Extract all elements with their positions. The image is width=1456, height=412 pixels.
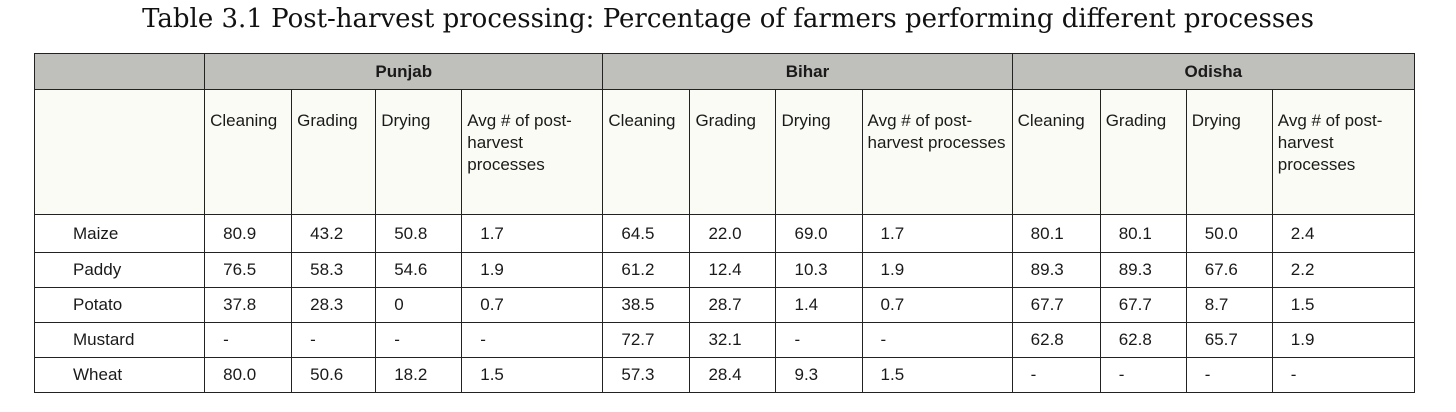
value-cell: 2.4 <box>1271 214 1416 253</box>
value-cell: 9.3 <box>775 357 863 393</box>
value-cell: - <box>1011 357 1101 393</box>
value-cell: - <box>291 322 377 358</box>
subheader-grading: Grading <box>689 89 777 215</box>
value-cell: 67.7 <box>1011 287 1101 323</box>
value-cell: 1.9 <box>461 252 604 288</box>
value-cell: 1.4 <box>775 287 863 323</box>
value-cell: 72.7 <box>602 322 691 358</box>
crop-label: Paddy <box>33 252 206 288</box>
value-cell: 50.0 <box>1185 214 1273 253</box>
value-cell: 28.3 <box>291 287 377 323</box>
subheader-grading: Grading <box>1099 89 1187 215</box>
value-cell: 80.1 <box>1011 214 1101 253</box>
value-cell: 12.4 <box>689 252 777 288</box>
table-title: Table 3.1 Post-harvest processing: Perce… <box>142 4 1314 34</box>
subheader-avg-processes: Avg # of post-harvest processes <box>1271 89 1416 215</box>
value-cell: 50.6 <box>291 357 377 393</box>
value-cell: 67.7 <box>1099 287 1187 323</box>
value-cell: 22.0 <box>689 214 777 253</box>
table-body: Maize 80.9 43.2 50.8 1.7 64.5 22.0 69.0 1.7 80.1 8… <box>33 214 1416 393</box>
region-header-odisha: Odisha <box>1011 53 1416 90</box>
value-cell: 61.2 <box>602 252 691 288</box>
subheader-row: Cleaning Grading Drying Avg # of post-ha… <box>33 89 1416 215</box>
value-cell: - <box>1185 357 1273 393</box>
value-cell: 37.8 <box>204 287 293 323</box>
region-header-row: Punjab Bihar Odisha <box>33 53 1416 90</box>
table-row: Potato 37.8 28.3 0 0.7 38.5 28.7 1.4 0.7 67.7 67.7… <box>33 287 1416 323</box>
value-cell: 8.7 <box>1185 287 1273 323</box>
value-cell: 0 <box>375 287 463 323</box>
subheader-cleaning: Cleaning <box>1011 89 1101 215</box>
value-cell: 62.8 <box>1099 322 1187 358</box>
subheader-avg-processes: Avg # of post-harvest processes <box>461 89 604 215</box>
value-cell: 89.3 <box>1099 252 1187 288</box>
value-cell: 0.7 <box>861 287 1013 323</box>
value-cell: - <box>375 322 463 358</box>
value-cell: 50.8 <box>375 214 463 253</box>
value-cell: - <box>1271 357 1416 393</box>
region-header-punjab: Punjab <box>204 53 604 90</box>
value-cell: - <box>861 322 1013 358</box>
value-cell: 1.5 <box>861 357 1013 393</box>
value-cell: 43.2 <box>291 214 377 253</box>
value-cell: 1.9 <box>861 252 1013 288</box>
value-cell: - <box>204 322 293 358</box>
table-row: Paddy 76.5 58.3 54.6 1.9 61.2 12.4 10.3 1.9 89.3 8… <box>33 252 1416 288</box>
crop-label: Mustard <box>33 322 206 358</box>
table-row: Mustard - - - -72.7 32.1- -62.8 62.8 65.7 1.9 <box>33 322 1416 358</box>
value-cell: 18.2 <box>375 357 463 393</box>
table-row: Maize 80.9 43.2 50.8 1.7 64.5 22.0 69.0 1.7 80.1 8… <box>33 214 1416 253</box>
value-cell: 1.9 <box>1271 322 1416 358</box>
region-header-bihar: Bihar <box>602 53 1013 90</box>
value-cell: 76.5 <box>204 252 293 288</box>
value-cell: - <box>461 322 604 358</box>
subheader-drying: Drying <box>375 89 463 215</box>
value-cell: 32.1 <box>689 322 777 358</box>
subheader-grading: Grading <box>291 89 377 215</box>
value-cell: - <box>1099 357 1187 393</box>
value-cell: 28.4 <box>689 357 777 393</box>
subheader-drying: Drying <box>775 89 863 215</box>
value-cell: 38.5 <box>602 287 691 323</box>
value-cell: 1.7 <box>461 214 604 253</box>
value-cell: 1.5 <box>1271 287 1416 323</box>
subheader-blank-cell <box>33 89 206 215</box>
value-cell: 28.7 <box>689 287 777 323</box>
crop-label: Maize <box>33 214 206 253</box>
subheader-cleaning: Cleaning <box>602 89 691 215</box>
value-cell: 58.3 <box>291 252 377 288</box>
value-cell: 0.7 <box>461 287 604 323</box>
value-cell: 2.2 <box>1271 252 1416 288</box>
value-cell: 62.8 <box>1011 322 1101 358</box>
value-cell: 69.0 <box>775 214 863 253</box>
crop-label: Wheat <box>33 357 206 393</box>
value-cell: 1.7 <box>861 214 1013 253</box>
subheader-cleaning: Cleaning <box>204 89 293 215</box>
post-harvest-table: Punjab Bihar Odisha Cleaning Grading Dry… <box>33 53 1416 393</box>
value-cell: 80.1 <box>1099 214 1187 253</box>
subheader-drying: Drying <box>1185 89 1273 215</box>
value-cell: 89.3 <box>1011 252 1101 288</box>
value-cell: 57.3 <box>602 357 691 393</box>
value-cell: - <box>775 322 863 358</box>
value-cell: 80.0 <box>204 357 293 393</box>
table-row: Wheat 80.0 50.6 18.2 1.5 57.3 28.4 9.3 1.5- - - - <box>33 357 1416 393</box>
value-cell: 65.7 <box>1185 322 1273 358</box>
subheader-avg-processes: Avg # of post-harvest processes <box>861 89 1013 215</box>
value-cell: 10.3 <box>775 252 863 288</box>
value-cell: 67.6 <box>1185 252 1273 288</box>
value-cell: 80.9 <box>204 214 293 253</box>
crop-label: Potato <box>33 287 206 323</box>
value-cell: 64.5 <box>602 214 691 253</box>
value-cell: 54.6 <box>375 252 463 288</box>
corner-cell <box>33 53 206 90</box>
value-cell: 1.5 <box>461 357 604 393</box>
